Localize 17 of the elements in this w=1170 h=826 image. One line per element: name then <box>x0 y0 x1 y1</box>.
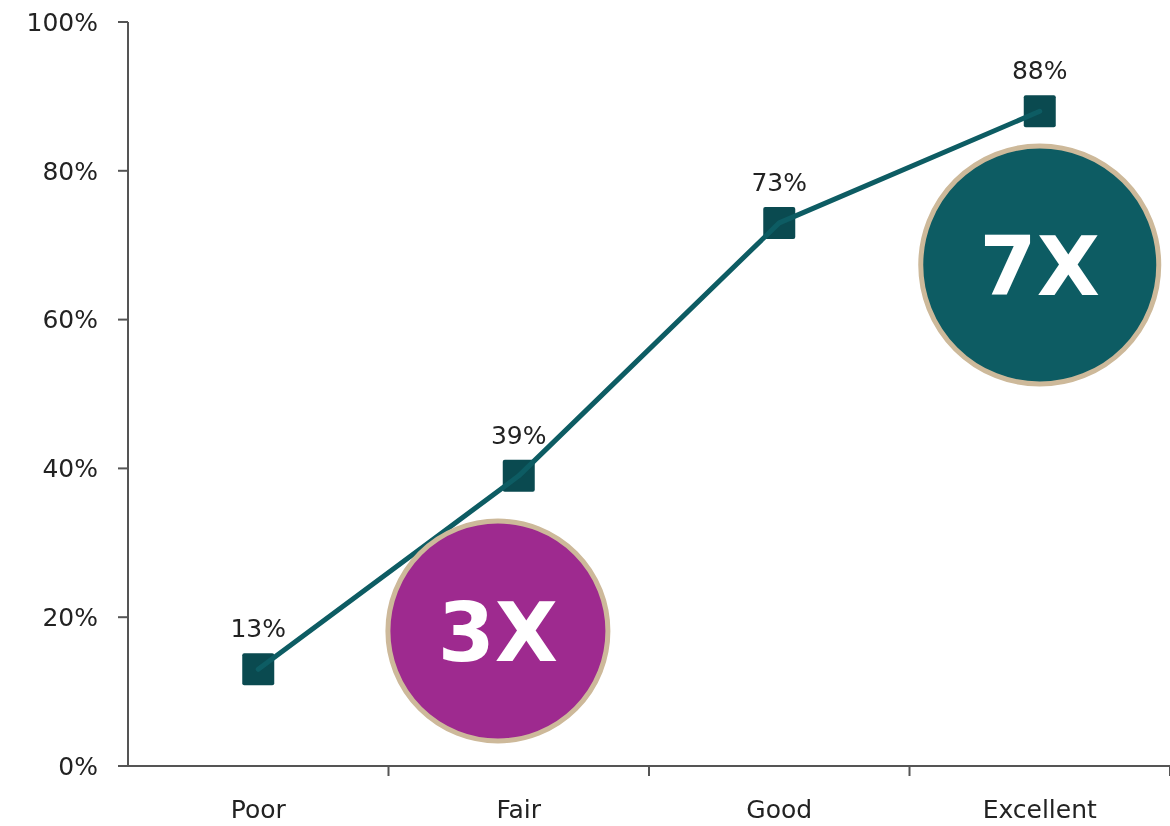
y-tick-label: 20% <box>42 602 98 632</box>
x-tick-label: Poor <box>230 795 287 824</box>
y-tick-label: 0% <box>58 751 98 781</box>
data-label: 13% <box>230 614 287 644</box>
x-tick-label: Good <box>746 795 813 824</box>
x-tick-label: Excellent <box>982 795 1098 824</box>
x-tick-label: Fair <box>496 795 542 824</box>
y-tick-label: 100% <box>26 7 98 37</box>
annotation: 7X <box>979 218 1100 314</box>
y-tick-label: 40% <box>42 454 98 484</box>
data-label: 39% <box>490 420 547 450</box>
point <box>1023 95 1056 128</box>
y-tick-label: 60% <box>42 305 98 335</box>
annotation: 3X <box>437 584 559 680</box>
data-label: 88% <box>1011 56 1068 86</box>
y-tick-label: 80% <box>42 156 98 186</box>
data-label: 73% <box>751 167 808 197</box>
